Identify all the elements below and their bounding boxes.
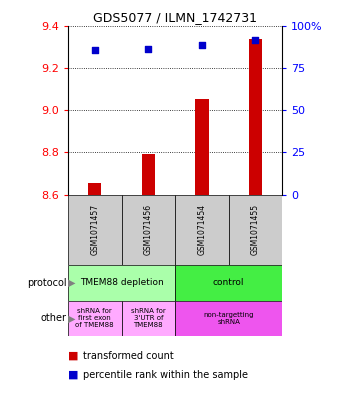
Text: GSM1071455: GSM1071455 (251, 204, 260, 255)
Text: GSM1071457: GSM1071457 (90, 204, 99, 255)
Bar (88, 183, 101, 195)
Bar (175, 265, 282, 301)
Text: ▶: ▶ (68, 278, 75, 288)
Bar (142, 154, 155, 195)
Text: shRNA for
3'UTR of
TMEM88: shRNA for 3'UTR of TMEM88 (131, 309, 166, 328)
Bar (68, 301, 121, 336)
Text: ■: ■ (68, 351, 79, 361)
Bar (249, 39, 262, 195)
Text: other: other (40, 313, 66, 323)
Text: shRNA for
first exon
of TMEM88: shRNA for first exon of TMEM88 (75, 309, 114, 328)
Text: ■: ■ (68, 369, 79, 380)
Text: percentile rank within the sample: percentile rank within the sample (83, 369, 248, 380)
Bar (121, 195, 175, 265)
Text: GSM1071454: GSM1071454 (198, 204, 206, 255)
Bar (175, 195, 228, 265)
Bar (68, 195, 121, 265)
Text: protocol: protocol (27, 278, 66, 288)
Bar (68, 265, 175, 301)
Bar (121, 301, 175, 336)
Text: transformed count: transformed count (83, 351, 174, 361)
Point (146, 46, 151, 52)
Text: ▶: ▶ (68, 313, 75, 323)
Point (253, 37, 258, 43)
Point (92, 47, 98, 53)
Text: GSM1071456: GSM1071456 (144, 204, 153, 255)
Text: non-targetting
shRNA: non-targetting shRNA (203, 312, 254, 325)
Text: control: control (213, 279, 244, 287)
Text: TMEM88 depletion: TMEM88 depletion (80, 279, 164, 287)
Point (199, 41, 205, 48)
Bar (195, 99, 208, 195)
Title: GDS5077 / ILMN_1742731: GDS5077 / ILMN_1742731 (93, 11, 257, 24)
Bar (175, 301, 282, 336)
Bar (228, 195, 282, 265)
